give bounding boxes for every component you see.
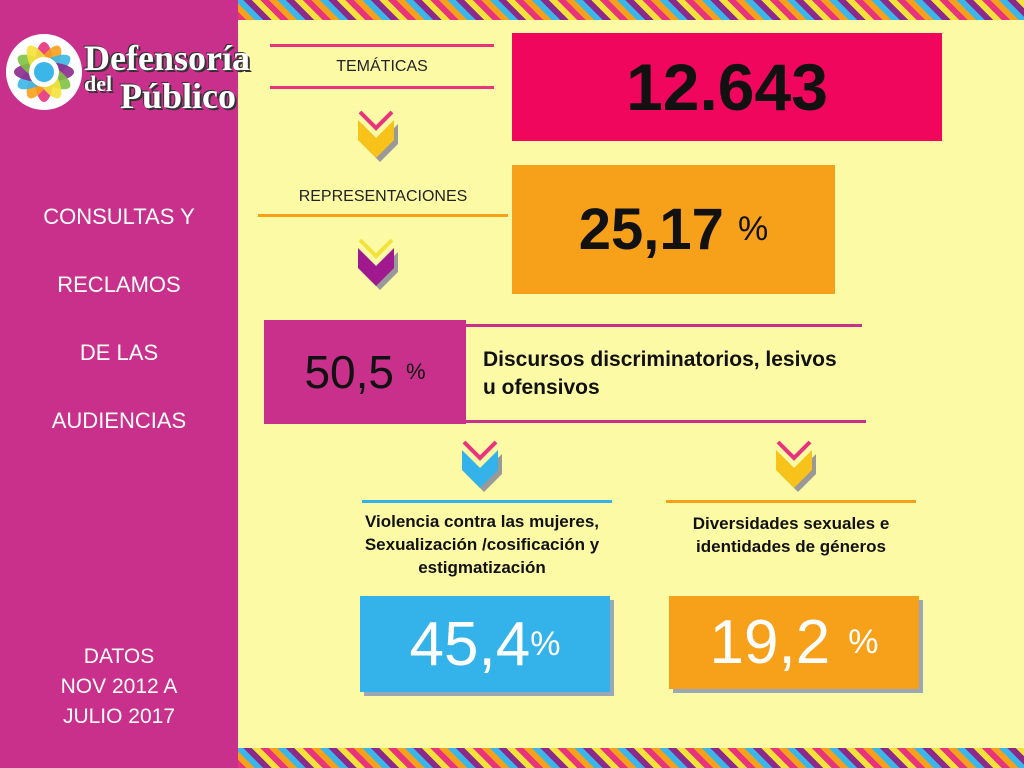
violencia-value-box: 45,4 % (360, 596, 610, 692)
discursos-unit: % (405, 359, 426, 384)
representaciones-line (258, 214, 508, 217)
flower-logo-icon (6, 34, 82, 110)
discursos-bottom-line (466, 420, 866, 423)
chevron-down-icon (358, 110, 398, 162)
chevron-down-icon (462, 440, 502, 492)
tematicas-value: 12.643 (626, 50, 828, 124)
representaciones-label: REPRESENTACIONES (298, 188, 468, 205)
diversidades-unit: % (848, 623, 879, 661)
sidebar-heading-3: DE LAS (79, 340, 159, 365)
sidebar: Defensoría del Público CONSULTAS Y RECLA… (0, 0, 250, 768)
discursos-label: Discursos discriminatorios, lesivos u of… (483, 348, 837, 399)
brand-subtitle-del: del (84, 71, 113, 96)
representaciones-value-box: 25,17 % (512, 165, 835, 294)
tematicas-bottom-line (270, 86, 494, 89)
violencia-unit: % (530, 624, 561, 663)
tematicas-value-box: 12.643 (512, 33, 942, 141)
bottom-stripe (238, 748, 1024, 768)
violencia-line (362, 500, 612, 503)
sidebar-heading-1: CONSULTAS Y (43, 204, 195, 229)
diversidades-value: 19,2 (709, 608, 831, 677)
diversidades-value-box: 19,2 % (669, 596, 919, 689)
logo: Defensoría del Público (0, 20, 250, 120)
tematicas-label: TEMÁTICAS (336, 58, 428, 75)
top-stripe (238, 0, 1024, 20)
diversidades-line (666, 500, 916, 503)
chevron-down-icon (358, 238, 398, 290)
violencia-label: Violencia contra las mujeres, Sexualizac… (364, 512, 600, 577)
sidebar-heading-2: RECLAMOS (57, 272, 181, 297)
violencia-value: 45,4 (409, 609, 531, 679)
discursos-top-line (466, 324, 862, 327)
sidebar-footer-2: NOV 2012 A (60, 675, 178, 698)
representaciones-value: 25,17 (578, 197, 724, 262)
diversidades-label: Diversidades sexuales e identidades de g… (692, 514, 890, 556)
chevron-down-icon (776, 440, 816, 492)
sidebar-heading-4: AUDIENCIAS (51, 408, 187, 433)
sidebar-footer: DATOS NOV 2012 A JULIO 2017 (0, 642, 238, 732)
sidebar-footer-3: JULIO 2017 (62, 705, 176, 728)
discursos-value-box: 50,5 % (264, 320, 466, 424)
representaciones-unit: % (737, 210, 769, 248)
sidebar-footer-1: DATOS (83, 645, 155, 668)
brand-title: Defensoría (84, 38, 250, 78)
discursos-value: 50,5 (304, 346, 394, 398)
tematicas-top-line (270, 44, 494, 47)
brand-subtitle-publico: Público (120, 76, 237, 116)
